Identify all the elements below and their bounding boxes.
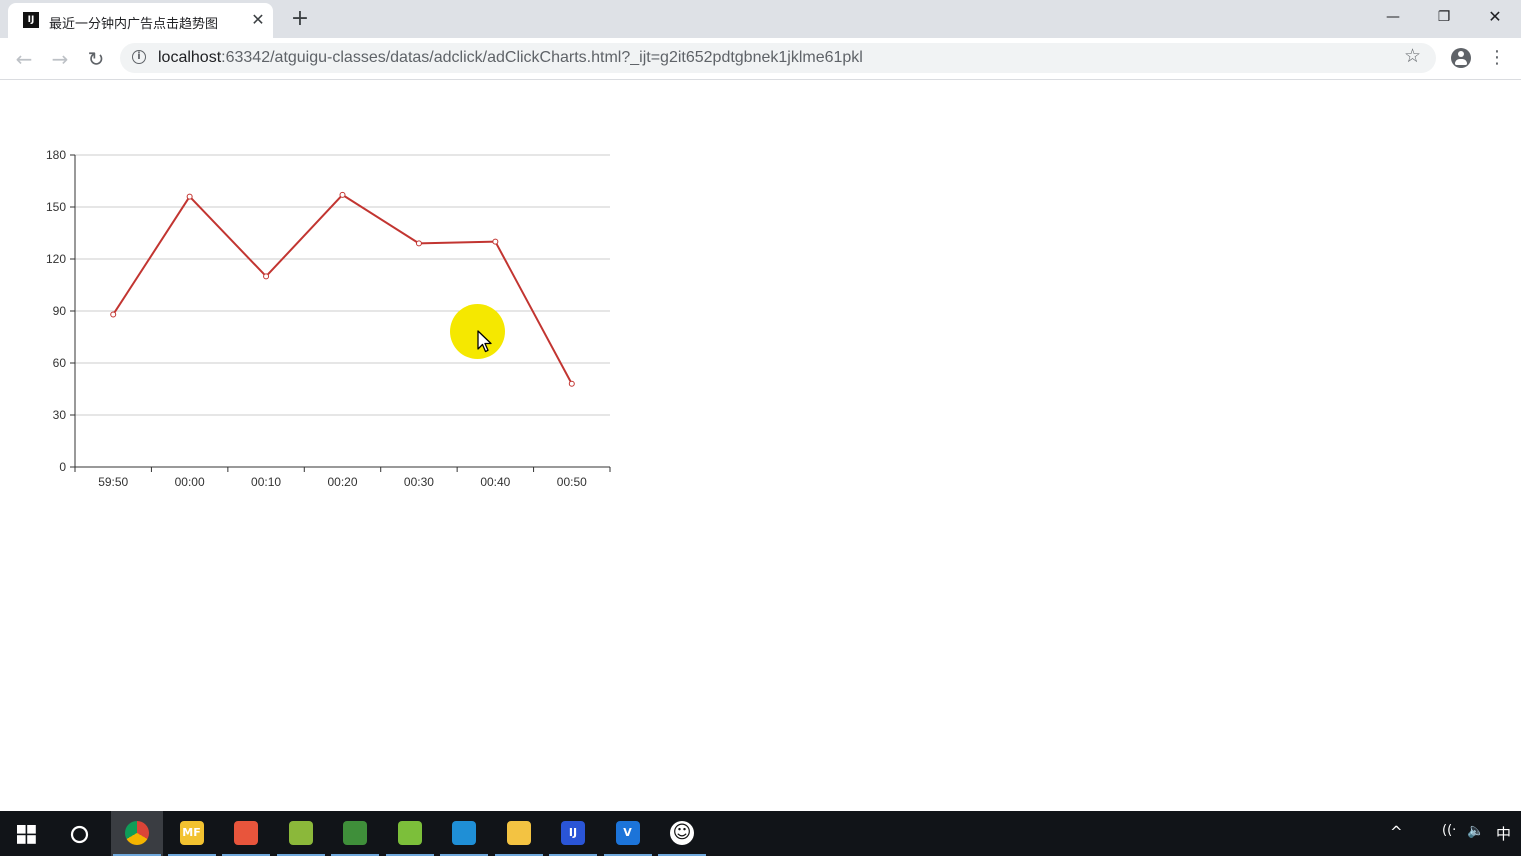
url-path: :63342/atguigu-classes/datas/adclick/adC… xyxy=(221,49,863,66)
taskbar-running-indicator xyxy=(331,854,379,856)
site-info-icon[interactable]: i xyxy=(132,50,146,64)
network-icon[interactable]: ((· xyxy=(1442,823,1457,838)
y-tick-label: 150 xyxy=(46,200,66,214)
browser-toolbar: ← → ↻ i localhost:63342/atguigu-classes/… xyxy=(0,38,1521,80)
data-point xyxy=(568,380,575,387)
windows-start-icon[interactable] xyxy=(17,825,36,844)
reload-button[interactable]: ↻ xyxy=(87,47,105,71)
tray-chevron-icon[interactable]: ^ xyxy=(1390,823,1403,841)
taskbar-app-app-red[interactable] xyxy=(220,811,272,856)
taskbar-app-vm[interactable]: V xyxy=(602,811,654,856)
windows-taskbar: MF IJ V ☺ ^ ((· 🔈 中 xyxy=(0,811,1521,856)
browser-tabstrip: IJ 最近一分钟内广告点击趋势图 ✕ + — ❐ ✕ xyxy=(0,0,1521,38)
taskbar-running-indicator xyxy=(658,854,706,856)
browser-tab[interactable]: IJ 最近一分钟内广告点击趋势图 ✕ xyxy=(8,3,273,38)
taskbar-app-virtualbox[interactable] xyxy=(438,811,490,856)
taskbar-app-file-explorer[interactable] xyxy=(493,811,545,856)
taskbar-running-indicator xyxy=(276,854,325,856)
address-bar[interactable]: i localhost:63342/atguigu-classes/datas/… xyxy=(120,43,1436,73)
y-tick-label: 180 xyxy=(46,148,66,162)
forward-button[interactable]: → xyxy=(51,47,69,71)
taskbar-app-smiley[interactable]: ☺ xyxy=(656,811,708,856)
taskbar-running-indicator xyxy=(167,854,216,856)
taskbar-running-indicator xyxy=(113,854,161,856)
data-point xyxy=(415,240,422,247)
x-tick-label: 00:10 xyxy=(251,475,281,489)
x-tick-label: 00:20 xyxy=(327,475,357,489)
url-host: localhost xyxy=(158,49,222,66)
page-content: 0 30 60 90 120 150 180 59:50 00:00 00:10 00:20 00:3… xyxy=(0,80,1521,811)
file-explorer-icon xyxy=(506,821,531,845)
tab-title: 最近一分钟内广告点击趋势图 xyxy=(49,17,219,32)
y-tick-label: 0 xyxy=(59,460,66,474)
taskbar-app-intellij[interactable]: IJ xyxy=(547,811,599,856)
y-tick-label: 120 xyxy=(46,252,66,266)
data-point xyxy=(110,311,117,318)
close-window-button[interactable]: ✕ xyxy=(1488,7,1502,26)
x-tick-label: 59:50 xyxy=(98,475,128,489)
url-text[interactable]: localhost:63342/atguigu-classes/datas/ad… xyxy=(158,49,863,67)
data-point xyxy=(339,191,346,198)
mf-icon: MF xyxy=(179,821,204,845)
data-point xyxy=(263,273,270,280)
app-figure-icon xyxy=(343,821,367,845)
x-tick-label: 00:40 xyxy=(480,475,510,489)
taskbar-app-chrome[interactable] xyxy=(111,811,163,856)
taskbar-running-indicator xyxy=(440,854,488,856)
app-green-icon xyxy=(288,821,313,845)
bookmark-star-icon[interactable]: ☆ xyxy=(1404,45,1422,67)
smiley-icon: ☺ xyxy=(670,821,694,845)
x-tick-label: 00:50 xyxy=(557,475,587,489)
app-red-icon xyxy=(234,821,258,845)
cortana-search-icon[interactable] xyxy=(70,825,89,844)
ime-indicator[interactable]: 中 xyxy=(1496,825,1512,843)
y-tick-label: 30 xyxy=(53,408,67,422)
ad-click-line-chart: 0 30 60 90 120 150 180 59:50 00:00 00:10 00:20 00:3… xyxy=(46,148,611,489)
vm-icon: V xyxy=(615,821,640,845)
taskbar-running-indicator xyxy=(222,854,270,856)
intellij-favicon-icon: IJ xyxy=(23,12,39,28)
new-tab-button[interactable]: + xyxy=(290,6,310,31)
series-line xyxy=(112,193,573,385)
restore-button[interactable]: ❐ xyxy=(1437,9,1451,25)
x-tick-label: 00:00 xyxy=(175,475,205,489)
intellij-icon: IJ xyxy=(561,821,585,845)
minimize-button[interactable]: — xyxy=(1386,9,1400,25)
taskbar-running-indicator xyxy=(549,854,597,856)
taskbar-app-app-green[interactable] xyxy=(275,811,327,856)
virtualbox-icon xyxy=(452,821,476,845)
taskbar-running-indicator xyxy=(494,854,543,856)
taskbar-app-mf[interactable]: MF xyxy=(166,811,218,856)
browser-menu-icon[interactable]: ⋮ xyxy=(1488,47,1506,68)
x-tick-label: 00:30 xyxy=(404,475,434,489)
taskbar-running-indicator xyxy=(385,854,434,856)
y-tick-label: 90 xyxy=(53,304,67,318)
taskbar-running-indicator xyxy=(603,854,652,856)
taskbar-app-app-figure[interactable] xyxy=(329,811,381,856)
notepad-icon xyxy=(397,821,422,845)
chrome-icon xyxy=(125,821,149,845)
back-button[interactable]: ← xyxy=(15,47,33,71)
data-point xyxy=(186,193,193,200)
tab-close-icon[interactable]: ✕ xyxy=(251,10,265,29)
data-point xyxy=(492,238,499,245)
y-tick-label: 60 xyxy=(53,356,67,370)
mouse-cursor-icon xyxy=(477,330,492,353)
profile-avatar-icon[interactable] xyxy=(1451,48,1471,68)
volume-icon[interactable]: 🔈 xyxy=(1467,823,1485,839)
taskbar-app-notepad[interactable] xyxy=(384,811,436,856)
